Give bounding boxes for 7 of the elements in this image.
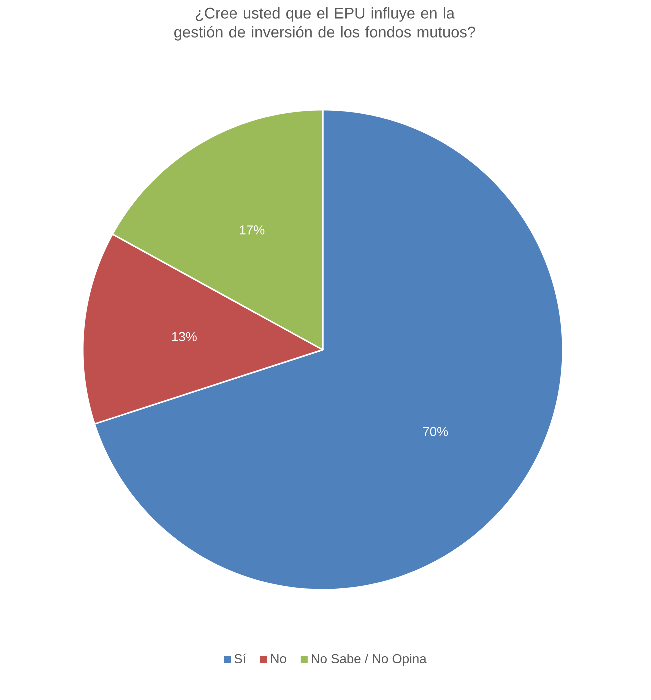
data-label: 70% xyxy=(423,427,448,436)
legend-label: No xyxy=(271,654,286,664)
legend-label: No Sabe / No Opina xyxy=(312,654,427,666)
chart-title: ¿Cree usted que el EPU influye en la gestión de inversión de los fondos mutuos? xyxy=(174,8,476,41)
data-label: 13% xyxy=(172,332,197,342)
legend-label: Sí xyxy=(234,654,246,664)
data-label: 17% xyxy=(240,226,265,235)
